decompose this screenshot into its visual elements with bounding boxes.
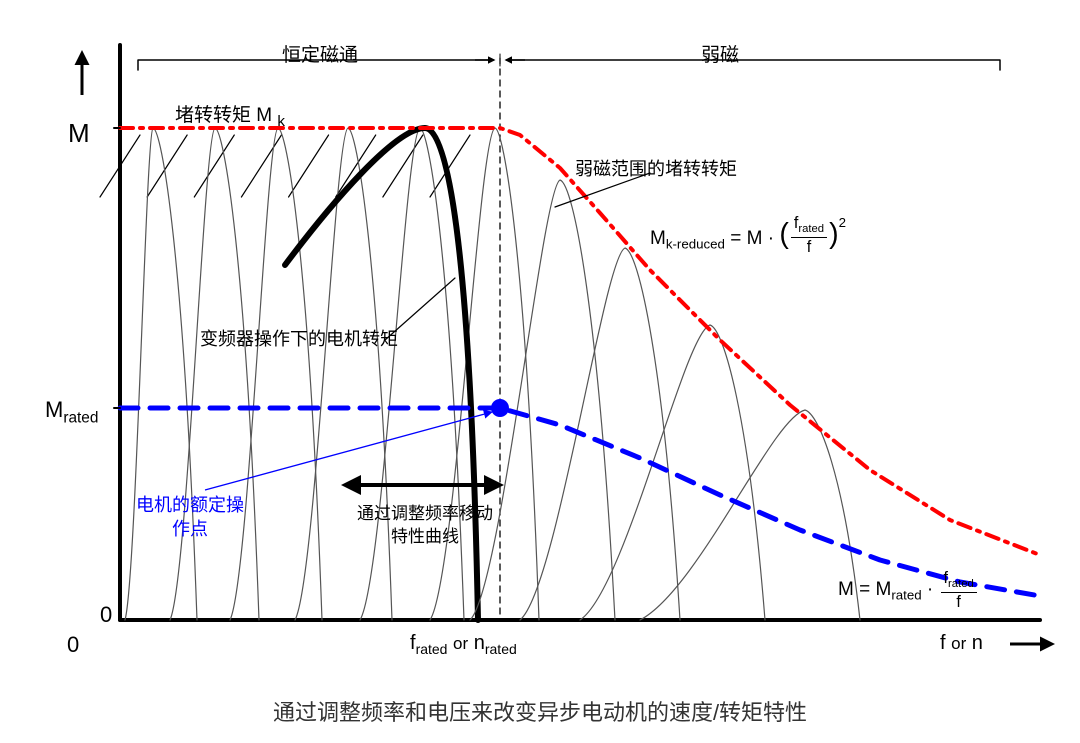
chart-caption: 通过调整频率和电压来改变异步电动机的速度/转矩特性 [0, 695, 1080, 727]
weak-stall-label: 弱磁范围的堵转转矩 [575, 155, 737, 181]
stall-torque-label: 堵转转矩 M k [175, 100, 285, 130]
region-constant-flux-label: 恒定磁通 [282, 40, 358, 67]
formula-Mrated: M = Mrated · fratedf [838, 570, 979, 610]
region-field-weakening-label: 弱磁 [701, 40, 739, 67]
shift-l1: 通过调整频率移动 [357, 504, 493, 523]
y-tick-zero: 0 [100, 602, 112, 628]
chart-svg [0, 0, 1080, 743]
inverter-torque-label: 变频器操作下的电机转矩 [200, 325, 398, 351]
formula-Mkreduced: Mk-reduced = M · (fratedf)2 [650, 215, 846, 255]
rated-point-label: 电机的额定操 作点 [136, 493, 244, 542]
rated-point-l1: 电机的额定操 [136, 495, 244, 515]
y-tick-Mrated: Mrated [45, 397, 98, 427]
shift-curve-label: 通过调整频率移动 特性曲线 [357, 503, 493, 549]
motor-torque-speed-chart: M Mrated 0 0 frated or nrated f or n 恒定磁… [0, 0, 1080, 743]
rated-point-l2: 作点 [172, 519, 208, 539]
stall-torque-sub: k [277, 113, 285, 130]
x-tick-zero: 0 [67, 632, 79, 658]
y-tick-Mk: M [68, 118, 90, 149]
x-axis-label: f or n [940, 632, 983, 655]
shift-l2: 特性曲线 [391, 527, 459, 546]
x-tick-frated: frated or nrated [410, 632, 517, 657]
stall-torque-text: 堵转转矩 M [175, 105, 272, 126]
